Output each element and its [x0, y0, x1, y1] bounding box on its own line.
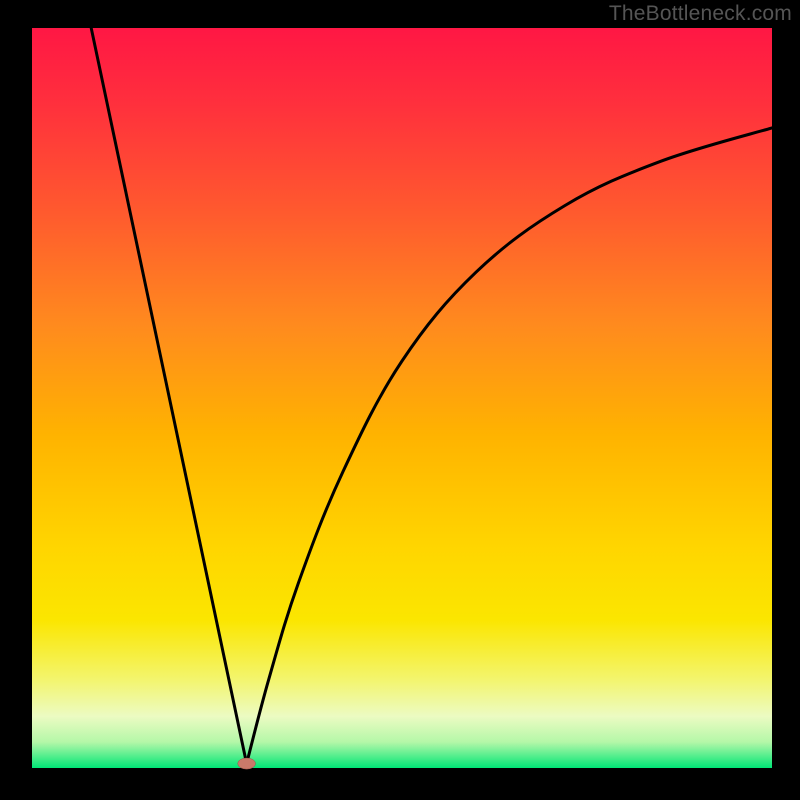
watermark-text: TheBottleneck.com: [609, 2, 792, 26]
chart-stage: TheBottleneck.com: [0, 0, 800, 800]
bottleneck-chart: [0, 0, 800, 800]
